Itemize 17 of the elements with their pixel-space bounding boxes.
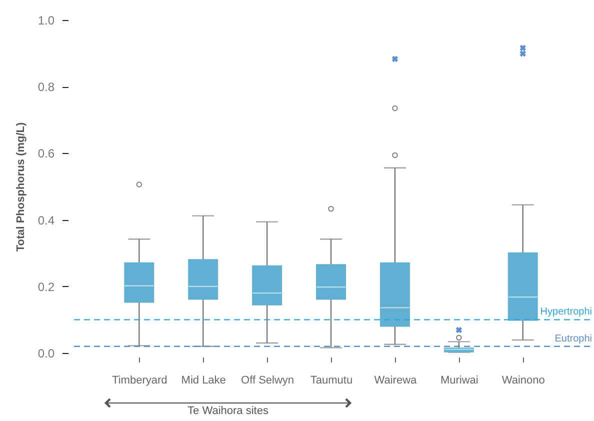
x-tick-label: Wainono (502, 374, 545, 386)
y-tick-label: 0.2 (38, 280, 55, 294)
text: Te Waihora sites (186, 405, 270, 417)
x-tick-label: Muriwai (440, 374, 478, 386)
y-tick-label: 0.4 (38, 213, 55, 228)
ref-line-label: Hypertrophi (540, 306, 592, 318)
y-tick-label: 0.6 (38, 146, 55, 161)
x-tick-label: Taumutu (310, 374, 353, 386)
x-tick-label: Off Selwyn (241, 374, 294, 386)
x-tick-label: Wairewa (374, 374, 418, 386)
y-axis-title: Total Phosphorus (mg/L) (14, 122, 27, 252)
ref-line-label: Eutrophi (554, 333, 592, 344)
x-tick-label: Timberyard (112, 374, 168, 386)
x-tick-label: Mid Lake (181, 374, 226, 386)
y-tick-label: 1.0 (38, 14, 55, 28)
y-tick-label: 0.8 (38, 80, 55, 94)
y-tick-label: 0.0 (38, 346, 55, 360)
